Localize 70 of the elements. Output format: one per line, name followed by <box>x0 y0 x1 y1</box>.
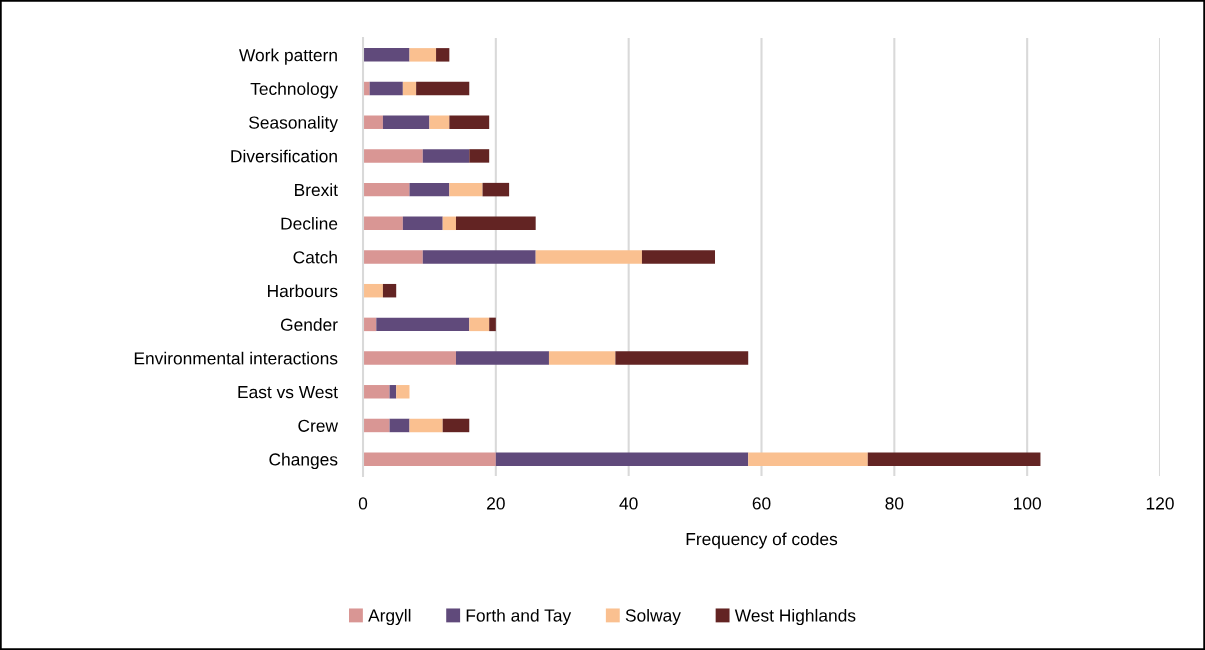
legend-label: Forth and Tay <box>466 608 572 626</box>
bar <box>449 182 483 197</box>
y-tick-label: Crew <box>298 419 339 432</box>
x-tick-label: 20 <box>487 497 505 510</box>
bar <box>495 452 749 466</box>
y-tick-label: Decline <box>281 217 338 230</box>
bar <box>363 452 496 466</box>
bar <box>449 115 490 129</box>
bar <box>363 182 410 197</box>
bar <box>396 385 410 399</box>
bar <box>363 216 403 231</box>
bar <box>455 216 536 231</box>
bar <box>363 149 423 163</box>
x-tick-label: 120 <box>1146 497 1174 510</box>
bar <box>422 250 536 264</box>
bar <box>409 418 443 433</box>
bar <box>369 81 403 96</box>
bar <box>489 317 496 332</box>
bar <box>548 351 616 365</box>
legend-label: Solway <box>625 608 681 626</box>
bar <box>402 81 417 96</box>
bar <box>389 418 410 433</box>
x-axis-title: Frequency of codes <box>686 532 838 549</box>
y-tick-label: Seasonality <box>249 115 338 133</box>
bar <box>416 81 470 96</box>
bar <box>382 115 430 129</box>
bar <box>422 149 470 163</box>
y-tick-label: Diversification <box>231 149 337 163</box>
bar <box>409 48 437 62</box>
legend-label: West Highlands <box>734 608 856 626</box>
y-tick-label: Brexit <box>295 183 338 197</box>
bar <box>615 351 749 365</box>
y-tick-label: Environmental interactions <box>134 351 338 365</box>
bar <box>442 418 470 433</box>
bar <box>376 317 470 332</box>
y-tick-label: Gender <box>280 318 338 331</box>
bar <box>436 48 450 62</box>
bar <box>363 48 410 62</box>
bar <box>363 351 456 365</box>
legend-label: Argyll <box>368 608 411 626</box>
bar <box>442 216 456 231</box>
bar <box>455 351 549 365</box>
y-tick-label: Work pattern <box>239 48 337 65</box>
bar <box>363 418 390 433</box>
y-tick-label: Changes <box>269 452 338 470</box>
bar <box>748 452 868 466</box>
bar <box>867 452 1041 466</box>
bar <box>363 250 423 264</box>
y-tick-label: East vs West <box>238 386 338 399</box>
bar <box>402 216 443 231</box>
bar <box>363 283 383 298</box>
bar <box>641 250 716 264</box>
y-tick-label: Catch <box>293 250 337 264</box>
bar <box>429 115 450 129</box>
bar <box>469 149 490 163</box>
bar <box>409 182 450 197</box>
bar <box>535 250 642 264</box>
y-tick-label: Technology <box>250 82 338 99</box>
bar <box>382 283 397 298</box>
x-tick-label: 40 <box>619 497 638 510</box>
y-tick-label: Harbours <box>268 284 338 298</box>
x-tick-label: 80 <box>885 497 904 510</box>
bar <box>482 182 510 197</box>
x-tick-label: 0 <box>358 497 368 510</box>
bar <box>363 115 383 129</box>
x-tick-label: 100 <box>1014 497 1041 510</box>
x-tick-label: 60 <box>752 497 771 510</box>
bar <box>363 385 390 399</box>
bar <box>389 385 397 399</box>
bar <box>469 317 490 332</box>
